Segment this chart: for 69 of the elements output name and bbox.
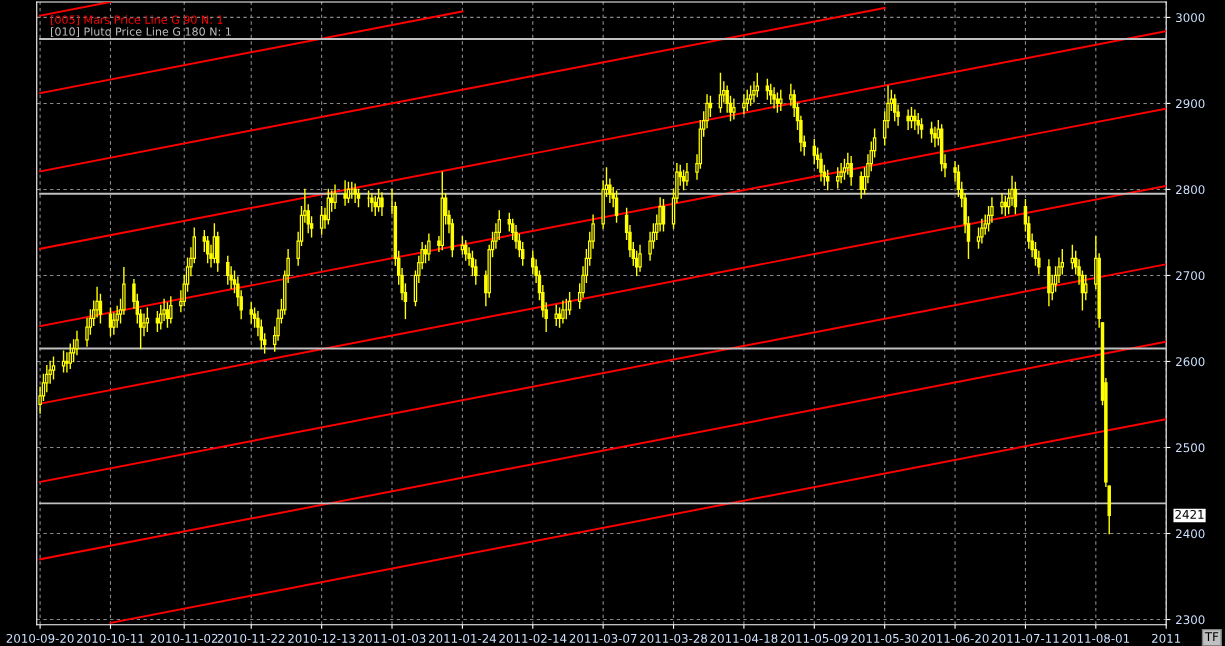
candlestick (51, 356, 56, 380)
candlestick (614, 190, 619, 223)
candlestick (892, 94, 897, 122)
x-tick-label: 2011-03-28 (640, 633, 708, 643)
x-tick-label: 2011-04-18 (710, 633, 778, 643)
x-tick-label: 2011-07-11 (992, 633, 1059, 643)
candlestick (554, 304, 558, 327)
candlestick (745, 89, 749, 112)
candlestick (742, 94, 746, 115)
candlestick (732, 98, 736, 120)
x-tick-label: 2011-02-14 (499, 633, 567, 643)
x-tick-label: 2011-01-24 (428, 633, 497, 643)
candlestick (326, 188, 331, 225)
x-tick-label: 2011-03-07 (569, 633, 637, 643)
x-tick-label: 2010-12-13 (288, 633, 355, 643)
candlestick (859, 171, 863, 199)
candlestick (165, 302, 170, 328)
candlestick (333, 184, 337, 210)
candlestick (373, 195, 377, 216)
y-tick-label: 2400 (1176, 529, 1205, 539)
x-tick-label: 2010-09-20 (6, 633, 74, 643)
x-tick-label: 2010-10-11 (77, 633, 144, 643)
x-tick-label: 2011-08-01 (1062, 633, 1130, 643)
candlestick (427, 233, 431, 261)
candlestick (685, 162, 689, 186)
text: [005] Mars Price Line G 90 N: 1 (51, 15, 223, 26)
candlestick (772, 87, 776, 109)
x-tick-label: 2010-11-22 (217, 633, 285, 643)
candlestick (380, 192, 384, 216)
candlestick (933, 126, 937, 148)
text: TF (1204, 632, 1219, 641)
candlestick (212, 223, 217, 264)
candlestick (836, 167, 840, 189)
y-tick-label: 2300 (1176, 615, 1205, 625)
candlestick (376, 188, 381, 212)
candlestick (561, 300, 565, 324)
candlestick (567, 291, 572, 315)
candlestick (370, 193, 374, 212)
candlestick (849, 156, 853, 186)
candlestick (1084, 274, 1088, 301)
candlestick (638, 244, 642, 272)
text: 2421 (1175, 509, 1204, 519)
candlestick (249, 302, 253, 324)
candlestick (661, 199, 666, 232)
candlestick (779, 89, 783, 112)
candlestick (812, 138, 817, 165)
candlestick (916, 113, 920, 135)
candlestick (1000, 193, 1004, 215)
y-tick-label: 3000 (1176, 13, 1205, 23)
candlestick (169, 296, 173, 324)
x-tick-label: 2011-06-20 (921, 633, 989, 643)
candlestick (839, 162, 843, 184)
candlestick (65, 352, 69, 373)
candlestick (343, 180, 347, 206)
y-tick-label: 2900 (1176, 99, 1205, 109)
y-tick-label: 2600 (1176, 357, 1205, 367)
y-tick-label: 2500 (1176, 443, 1205, 453)
y-tick-label: 2700 (1176, 271, 1205, 281)
candlestick (68, 343, 72, 370)
candlestick (906, 109, 910, 130)
x-tick-label: 2011-05-30 (851, 633, 919, 643)
y-tick-label: 2800 (1176, 185, 1205, 195)
candlestick (913, 109, 917, 130)
x-tick-label: 2011 (1152, 633, 1181, 643)
x-tick-label: 2011-05-09 (780, 633, 848, 643)
x-tick-label: 2011-01-03 (358, 633, 426, 643)
x-tick-label: 2010-11-02 (150, 633, 218, 643)
candlestick (226, 255, 230, 285)
series-label: [010] Pluto Price Line G 180 N: 1 (51, 27, 231, 38)
